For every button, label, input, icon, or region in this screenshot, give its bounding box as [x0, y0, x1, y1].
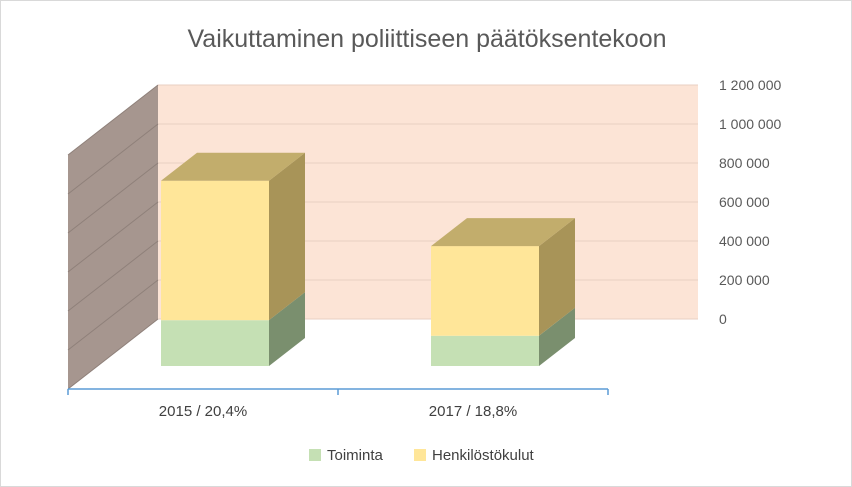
y-tick-label: 800 000: [719, 155, 770, 171]
bar-front: [431, 335, 539, 366]
bar-side: [269, 152, 305, 321]
chart-legend: Toiminta Henkilöstökulut: [309, 447, 535, 464]
bar-side: [539, 307, 575, 366]
legend-label: Toiminta: [327, 447, 384, 464]
bar-top: [431, 218, 575, 247]
legend-label: Henkilöstökulut: [432, 447, 535, 464]
legend-swatch: [414, 449, 426, 461]
side-gridline: [67, 318, 159, 390]
bar-side: [269, 292, 305, 366]
y-tick-label: 0: [719, 311, 727, 327]
side-gridline: [67, 240, 159, 312]
bar-side: [539, 218, 575, 336]
chart-axes: 0 200 000 400 000 600 000 800 000 1 000 000 1 …: [67, 77, 781, 420]
y-tick-label: 1 200 000: [719, 77, 781, 93]
legend-swatch: [309, 449, 321, 461]
side-gridline: [67, 162, 159, 234]
chart-bars: [161, 152, 575, 366]
bar-top: [161, 152, 305, 181]
x-category-label: 2017 / 18,8%: [429, 403, 517, 420]
x-category-label: 2015 / 20,4%: [159, 403, 247, 420]
bar-front: [161, 180, 269, 321]
y-tick-label: 600 000: [719, 194, 770, 210]
side-gridline: [67, 123, 159, 195]
bar-front: [431, 246, 539, 336]
chart-title: Vaikuttaminen poliittiseen päätöksenteko…: [187, 25, 666, 53]
y-tick-label: 200 000: [719, 272, 770, 288]
y-tick-label: 400 000: [719, 233, 770, 249]
bar-front: [161, 320, 269, 366]
y-tick-label: 1 000 000: [719, 116, 781, 132]
side-gridline: [67, 279, 159, 351]
side-gridline: [67, 84, 159, 156]
side-gridline: [67, 201, 159, 273]
